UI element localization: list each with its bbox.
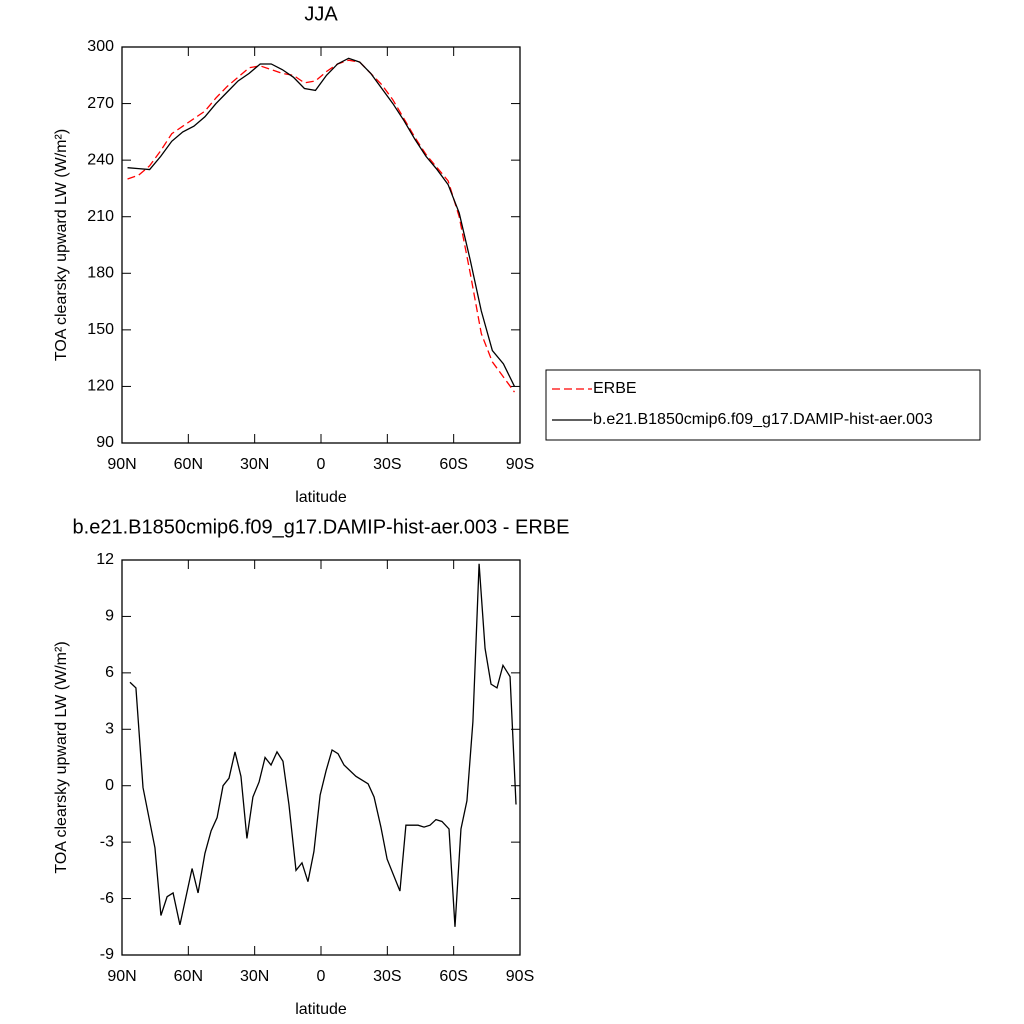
y-tick-label: 3 — [105, 721, 114, 738]
x-tick-label: 60S — [439, 968, 467, 985]
y-tick-label: 150 — [87, 321, 114, 338]
data-line — [129, 563, 517, 927]
y-tick-label: 120 — [87, 378, 114, 395]
y-tick-label: 240 — [87, 151, 114, 168]
y-tick-label: -9 — [100, 946, 114, 963]
y-axis-label: TOA clearsky upward LW (W/m²) — [53, 129, 70, 361]
x-tick-label: 60S — [439, 456, 467, 473]
plot-frame — [121, 559, 521, 956]
x-tick-label: 60N — [174, 456, 203, 473]
legend-label: b.e21.B1850cmip6.f09_g17.DAMIP-hist-aer.… — [593, 411, 933, 428]
y-tick-label: 90 — [96, 434, 114, 451]
x-tick-label: 0 — [317, 968, 326, 985]
data-line — [127, 59, 515, 393]
x-tick-label: 90N — [107, 968, 136, 985]
y-tick-label: 12 — [96, 551, 114, 568]
x-tick-label: 60N — [174, 968, 203, 985]
y-tick-label: -6 — [100, 890, 114, 907]
x-axis-label: latitude — [295, 489, 347, 506]
x-tick-label: 0 — [317, 456, 326, 473]
y-tick-label: 0 — [105, 777, 114, 794]
chart-title: b.e21.B1850cmip6.f09_g17.DAMIP-hist-aer.… — [73, 516, 570, 538]
y-tick-label: 210 — [87, 208, 114, 225]
y-tick-label: -3 — [100, 833, 114, 850]
y-axis-label: TOA clearsky upward LW (W/m²) — [53, 641, 70, 873]
x-tick-label: 90N — [107, 456, 136, 473]
y-tick-label: 9 — [105, 608, 114, 625]
y-tick-label: 300 — [87, 38, 114, 55]
x-axis-label: latitude — [295, 1001, 347, 1018]
plot-frame — [121, 46, 521, 444]
x-tick-label: 30S — [373, 456, 401, 473]
y-tick-label: 180 — [87, 265, 114, 282]
legend-box — [545, 369, 981, 441]
chart-title: JJA — [304, 3, 338, 25]
x-tick-label: 90S — [506, 456, 534, 473]
x-tick-label: 30N — [240, 968, 269, 985]
data-line — [127, 57, 516, 387]
x-tick-label: 90S — [506, 968, 534, 985]
x-tick-label: 30N — [240, 456, 269, 473]
y-tick-label: 6 — [105, 664, 114, 681]
y-tick-label: 270 — [87, 95, 114, 112]
legend-label: ERBE — [593, 380, 637, 397]
x-tick-label: 30S — [373, 968, 401, 985]
